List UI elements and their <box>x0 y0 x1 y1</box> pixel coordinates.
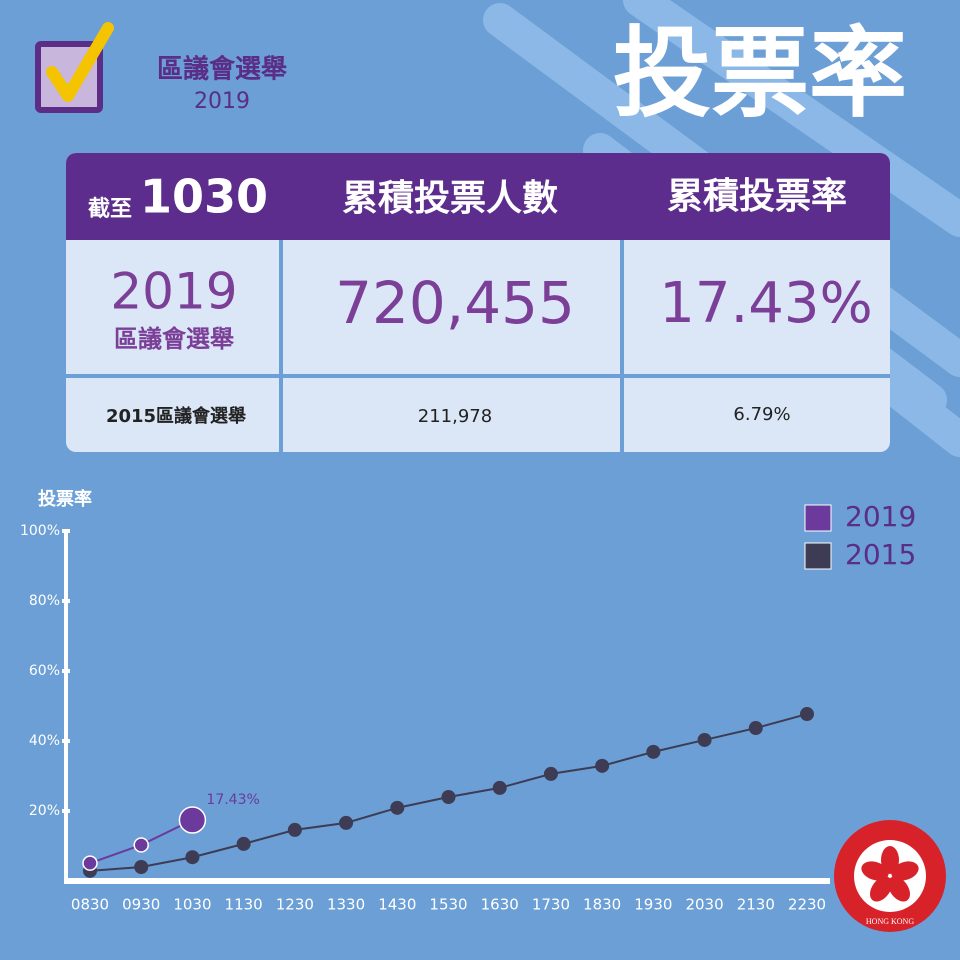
data-point <box>339 815 354 830</box>
y-tick-label: 40% <box>29 733 60 749</box>
x-tick-label: 2130 <box>737 896 775 914</box>
y-tick-label: 80% <box>29 593 60 609</box>
x-tick-label: 1730 <box>532 896 570 914</box>
data-point <box>697 732 712 747</box>
table-cell: 720,455 <box>335 269 575 337</box>
data-point <box>800 707 814 722</box>
emblem-text: HONG KONG <box>866 917 914 926</box>
y-tick-label: 20% <box>29 803 60 819</box>
table-cell: 2015區議會選舉 <box>106 405 247 427</box>
data-point <box>748 721 763 736</box>
x-tick-label: 2230 <box>788 896 826 914</box>
table-cell: 17.43% <box>659 271 873 336</box>
data-point <box>82 855 98 871</box>
x-tick-label: 0930 <box>122 896 160 914</box>
logo <box>35 22 114 113</box>
data-point <box>492 780 507 795</box>
header-year: 2019 <box>194 89 250 114</box>
data-point <box>543 766 558 781</box>
x-tick-label: 0830 <box>71 896 109 914</box>
table-cell: 211,978 <box>418 406 492 427</box>
table-header-cell: 累積投票率 <box>667 176 847 217</box>
x-tick-label: 1230 <box>276 896 314 914</box>
x-tick-label: 1430 <box>378 896 416 914</box>
legend-swatch <box>804 542 832 570</box>
table-cell: 區議會選舉 <box>114 325 235 353</box>
headline: 投票率 <box>613 17 907 131</box>
x-tick-label: 1330 <box>327 896 365 914</box>
y-tick-label: 60% <box>29 663 60 679</box>
data-point <box>595 758 610 773</box>
data-point <box>185 850 200 865</box>
x-tick-label: 1830 <box>583 896 621 914</box>
header-title: 區議會選舉 <box>157 54 288 85</box>
data-point <box>236 836 251 851</box>
table-cell: 6.79% <box>733 404 790 425</box>
data-point <box>390 800 405 815</box>
table-cell: 2019 <box>110 263 237 321</box>
x-tick-label: 1530 <box>429 896 467 914</box>
data-point <box>646 744 661 759</box>
legend-swatch <box>804 504 832 532</box>
table-header-cell: 截至 <box>88 197 132 222</box>
x-tick-label: 1630 <box>481 896 519 914</box>
data-point <box>287 822 302 837</box>
emblem <box>834 820 946 932</box>
table-header-cell: 累積投票人數 <box>342 178 558 219</box>
data-point <box>134 860 149 874</box>
x-tick-label: 1130 <box>225 896 263 914</box>
data-point <box>178 806 207 834</box>
y-axis-label: 投票率 <box>38 488 92 510</box>
data-point <box>133 837 149 853</box>
x-tick-label: 2030 <box>685 896 723 914</box>
x-tick-label: 1930 <box>634 896 672 914</box>
data-point <box>441 790 456 804</box>
legend-label: 2019 <box>845 500 916 533</box>
x-tick-label: 1030 <box>173 896 211 914</box>
legend-label: 2015 <box>845 538 916 571</box>
table <box>66 153 890 452</box>
table-header-cell: 1030 <box>140 170 268 224</box>
data-label: 17.43% <box>206 792 259 808</box>
y-tick-label: 100% <box>20 523 60 539</box>
